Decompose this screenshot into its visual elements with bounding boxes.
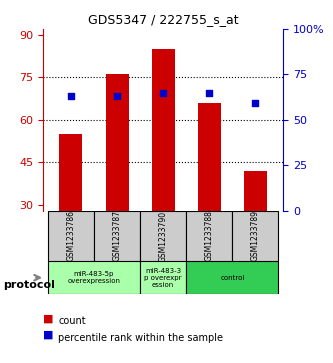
FancyBboxPatch shape (232, 211, 278, 261)
FancyBboxPatch shape (48, 211, 94, 261)
Bar (198, 103, 221, 211)
Point (161, 90, 166, 95)
FancyBboxPatch shape (140, 261, 186, 294)
Bar (59, 134, 83, 211)
Text: GSM1233789: GSM1233789 (251, 211, 260, 261)
Text: ■: ■ (43, 313, 54, 323)
Point (115, 93, 120, 99)
FancyBboxPatch shape (186, 261, 278, 294)
Text: miR-483-3
p overexpr
ession: miR-483-3 p overexpr ession (145, 268, 182, 288)
Bar (152, 49, 175, 211)
Point (68, 93, 74, 99)
FancyBboxPatch shape (94, 211, 140, 261)
Text: GSM1233788: GSM1233788 (205, 211, 214, 261)
Text: ■: ■ (43, 330, 54, 340)
Bar (106, 74, 129, 211)
Text: GSM1233787: GSM1233787 (113, 211, 122, 261)
Text: protocol: protocol (3, 280, 55, 290)
Text: percentile rank within the sample: percentile rank within the sample (58, 333, 223, 343)
Title: GDS5347 / 222755_s_at: GDS5347 / 222755_s_at (88, 13, 238, 26)
FancyBboxPatch shape (48, 261, 140, 294)
Text: count: count (58, 316, 86, 326)
Text: control: control (220, 275, 244, 281)
FancyBboxPatch shape (186, 211, 232, 261)
Text: miR-483-5p
overexpression: miR-483-5p overexpression (68, 271, 121, 284)
Point (206, 90, 212, 95)
FancyBboxPatch shape (140, 211, 186, 261)
Point (253, 101, 258, 106)
Text: GSM1233790: GSM1233790 (159, 211, 168, 261)
Bar (244, 171, 267, 211)
Text: GSM1233786: GSM1233786 (67, 211, 76, 261)
